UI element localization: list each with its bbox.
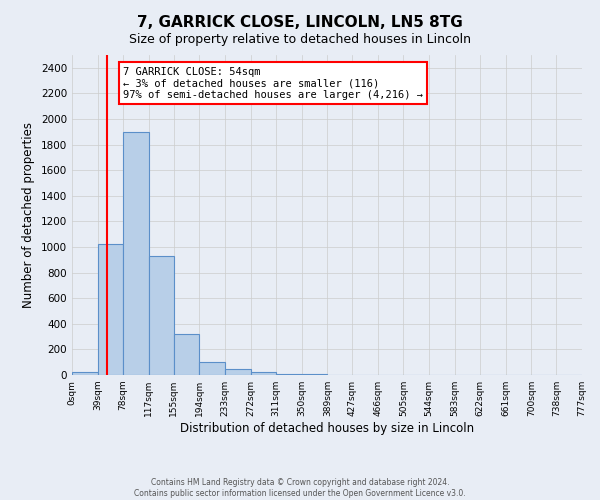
Y-axis label: Number of detached properties: Number of detached properties — [22, 122, 35, 308]
Bar — [276, 374, 302, 375]
Text: Size of property relative to detached houses in Lincoln: Size of property relative to detached ho… — [129, 32, 471, 46]
X-axis label: Distribution of detached houses by size in Lincoln: Distribution of detached houses by size … — [180, 422, 474, 435]
Bar — [302, 374, 328, 375]
Bar — [199, 362, 225, 375]
Bar — [123, 132, 149, 375]
Text: 7, GARRICK CLOSE, LINCOLN, LN5 8TG: 7, GARRICK CLOSE, LINCOLN, LN5 8TG — [137, 15, 463, 30]
Text: Contains HM Land Registry data © Crown copyright and database right 2024.
Contai: Contains HM Land Registry data © Crown c… — [134, 478, 466, 498]
Bar — [174, 334, 199, 375]
Bar — [72, 372, 98, 375]
Text: 7 GARRICK CLOSE: 54sqm
← 3% of detached houses are smaller (116)
97% of semi-det: 7 GARRICK CLOSE: 54sqm ← 3% of detached … — [123, 66, 423, 100]
Bar — [149, 256, 174, 375]
Bar — [251, 372, 276, 375]
Bar — [225, 368, 251, 375]
Bar — [98, 244, 123, 375]
